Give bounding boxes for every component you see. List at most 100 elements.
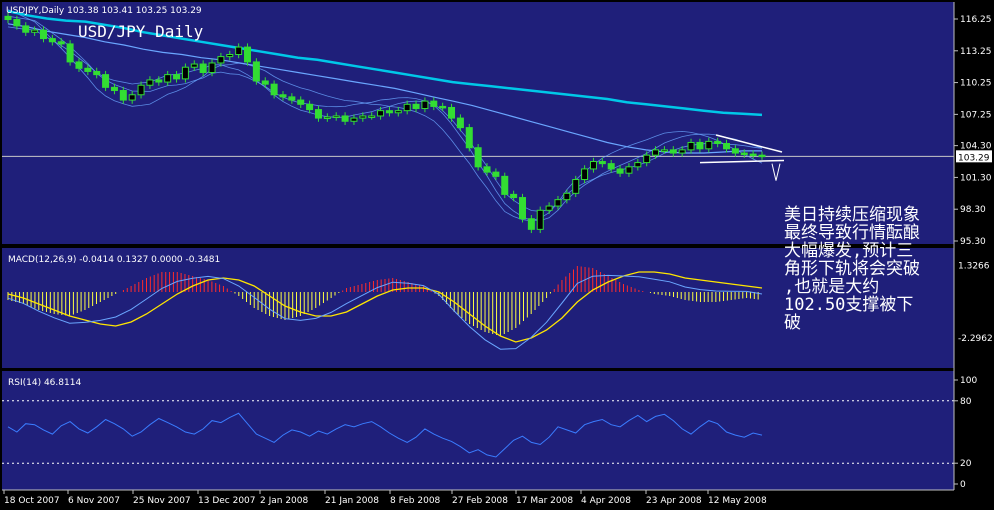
candle-body bbox=[634, 162, 642, 168]
candle-body bbox=[731, 148, 739, 154]
candle-body bbox=[261, 80, 269, 85]
candle-body bbox=[119, 90, 127, 101]
candle-body bbox=[723, 143, 731, 150]
candle-body bbox=[643, 154, 651, 164]
candle-body bbox=[669, 149, 677, 154]
price-tick-label: 107.25 bbox=[960, 110, 992, 120]
ma-ribbon-line bbox=[7, 15, 763, 222]
ma-mid-line bbox=[7, 23, 762, 154]
triangle-lower-line bbox=[699, 159, 785, 164]
candle-body bbox=[714, 140, 722, 145]
candle-body bbox=[421, 100, 429, 110]
date-label: 23 Apr 2008 bbox=[646, 496, 702, 506]
date-label: 17 Mar 2008 bbox=[516, 496, 573, 506]
candle-body bbox=[705, 140, 713, 150]
candle-body bbox=[474, 147, 482, 168]
macd-main-line bbox=[7, 274, 763, 350]
candle-body bbox=[93, 70, 101, 76]
candle-body bbox=[181, 66, 189, 80]
rsi-tick-label: 0 bbox=[960, 480, 966, 490]
candle-body bbox=[279, 94, 287, 98]
candle-body bbox=[598, 161, 606, 165]
candle-body bbox=[368, 115, 376, 118]
candle-body bbox=[687, 141, 695, 151]
candle-body bbox=[244, 46, 252, 63]
price-tick-label: 95.30 bbox=[960, 237, 986, 247]
candle-body bbox=[13, 19, 21, 27]
candle-body bbox=[545, 205, 553, 211]
candle-body bbox=[31, 29, 39, 33]
macd-header: MACD(12,26,9) -0.0414 0.1327 0.0000 -0.3… bbox=[8, 255, 220, 265]
date-label: 25 Nov 2007 bbox=[133, 496, 191, 506]
candle-body bbox=[137, 84, 145, 96]
macd-signal-line bbox=[7, 271, 763, 343]
candle-body bbox=[430, 100, 438, 107]
candle-body bbox=[102, 74, 110, 88]
ma-slow-line bbox=[7, 9, 763, 117]
candle-body bbox=[270, 83, 278, 96]
candle-body bbox=[332, 115, 340, 118]
candle-body bbox=[740, 152, 748, 156]
candle-body bbox=[385, 110, 393, 114]
rsi-panel bbox=[2, 371, 954, 490]
candle-body bbox=[758, 154, 766, 158]
candle-body bbox=[75, 61, 83, 69]
rsi-line bbox=[7, 412, 763, 458]
candle-body bbox=[465, 127, 473, 149]
date-label: 21 Jan 2008 bbox=[325, 496, 379, 506]
price-plot bbox=[2, 9, 954, 234]
candle-body bbox=[341, 115, 349, 122]
candle-body bbox=[403, 103, 411, 112]
price-tick-label: 113.25 bbox=[960, 47, 992, 57]
candle-body bbox=[492, 171, 500, 177]
candle-body bbox=[572, 179, 580, 194]
candle-body bbox=[199, 63, 207, 74]
current-price-box bbox=[956, 150, 992, 163]
candle-body bbox=[164, 74, 172, 83]
candle-body bbox=[22, 25, 30, 33]
date-label: 6 Nov 2007 bbox=[68, 496, 120, 506]
candle-body bbox=[616, 168, 624, 174]
candle-body bbox=[48, 38, 56, 43]
candle-body bbox=[235, 46, 243, 55]
candle-body bbox=[190, 63, 198, 68]
candle-body bbox=[448, 106, 456, 119]
candle-body bbox=[536, 209, 544, 230]
candle-body bbox=[288, 96, 296, 101]
candle-body bbox=[563, 192, 571, 201]
candle-body bbox=[252, 61, 260, 82]
candle-body bbox=[660, 149, 668, 152]
candle-body bbox=[84, 67, 92, 72]
candle-body bbox=[749, 153, 757, 157]
candle-body bbox=[652, 149, 660, 156]
candle-body bbox=[456, 117, 464, 129]
candle-body bbox=[554, 199, 562, 207]
price-tick-label: 116.25 bbox=[960, 15, 992, 25]
rsi-header: RSI(14) 46.8114 bbox=[8, 378, 81, 388]
date-label: 2 Jan 2008 bbox=[260, 496, 308, 506]
date-label: 18 Oct 2007 bbox=[4, 496, 60, 506]
candle-body bbox=[589, 161, 597, 170]
macd-tick-label: -2.2962 bbox=[958, 334, 993, 344]
date-label: 27 Feb 2008 bbox=[452, 496, 508, 506]
candle-body bbox=[518, 197, 526, 220]
current-price-label: 103.29 bbox=[958, 153, 990, 163]
candle-body bbox=[581, 168, 589, 181]
candle-body bbox=[217, 56, 225, 64]
date-label: 12 May 2008 bbox=[708, 496, 767, 506]
price-tick-label: 98.30 bbox=[960, 205, 986, 215]
macd-tick-label: 1.3266 bbox=[958, 261, 990, 271]
ma-ribbon-line bbox=[7, 9, 763, 222]
rsi-tick-label: 80 bbox=[960, 397, 972, 407]
candle-body bbox=[607, 163, 615, 170]
rsi-tick-label: 100 bbox=[960, 376, 977, 386]
price-tick-label: 101.30 bbox=[960, 173, 992, 183]
candle-body bbox=[510, 193, 518, 199]
candle-body bbox=[306, 103, 314, 111]
candle-body bbox=[323, 116, 331, 120]
candle-body bbox=[527, 218, 535, 230]
candle-body bbox=[297, 99, 305, 105]
date-label: 8 Feb 2008 bbox=[390, 496, 441, 506]
